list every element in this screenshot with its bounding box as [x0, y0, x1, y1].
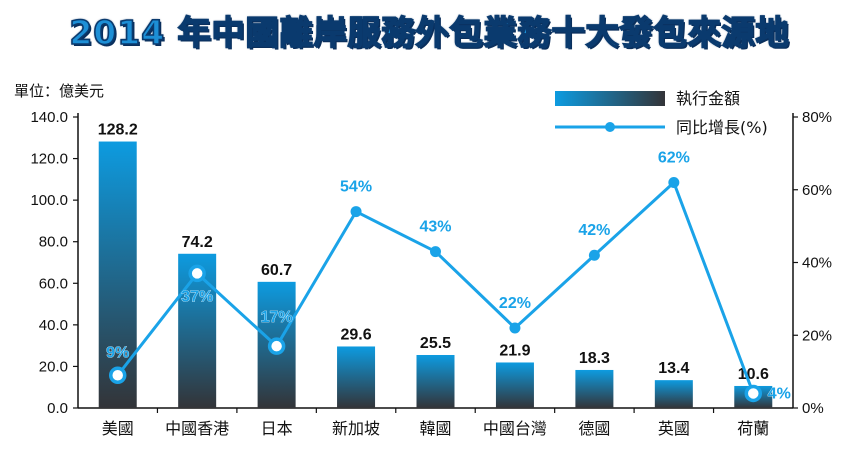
- axes-group: 0.0 20.0 40.0 60.0 80.0 100.0 120.0 140.0 0% 20% 4…: [30, 109, 832, 438]
- x-tick-label: 荷蘭: [737, 419, 769, 438]
- legend-bar-label: 執行金額: [676, 89, 740, 108]
- growth-label: 54%: [340, 179, 372, 196]
- growth-point: [267, 337, 286, 355]
- y-tick-label-left: 40.0: [39, 317, 68, 334]
- legend-line-label: 同比增長(%): [676, 118, 768, 137]
- bar: [98, 141, 137, 408]
- bar: [495, 362, 534, 408]
- y-tick-label-right: 60%: [802, 182, 832, 199]
- bar: [654, 380, 693, 408]
- growth-point: [108, 366, 127, 385]
- bar: [416, 354, 455, 408]
- growth-point: [350, 206, 362, 218]
- y-tick-label-left: 120.0: [30, 151, 68, 168]
- x-tick-label: 新加坡: [332, 419, 380, 438]
- growth-point: [588, 249, 600, 261]
- chart-title: 2014 年中國離岸服務外包業務十大發包來源地: [69, 12, 790, 53]
- growth-label: 62%: [658, 149, 690, 166]
- growth-point: [188, 264, 206, 283]
- y-tick-label-left: 140.0: [30, 109, 68, 126]
- y-tick-label-left: 0.0: [47, 400, 68, 417]
- x-tick-label: 日本: [261, 419, 293, 438]
- bar-value-label: 60.7: [261, 262, 292, 279]
- x-tick-label: 英國: [658, 419, 690, 438]
- y-tick-label-right: 40%: [802, 255, 832, 272]
- legend-bar-swatch: [555, 91, 665, 106]
- growth-label: 4%: [768, 385, 791, 402]
- bar-labels-group: 128.274.260.729.625.5 21.9 18.313.4 10.6: [98, 122, 769, 383]
- bar-value-label: 18.3: [579, 350, 610, 367]
- growth-point: [744, 384, 763, 403]
- bar-value-label: 21.9: [499, 342, 530, 359]
- x-tick-label: 中國香港: [165, 419, 229, 438]
- bar: [337, 346, 376, 408]
- y-tick-label-left: 80.0: [39, 234, 68, 251]
- growth-point: [668, 176, 680, 188]
- bar-value-label: 74.2: [182, 234, 213, 251]
- bar-value-label: 29.6: [340, 326, 371, 343]
- growth-label: 9%: [106, 344, 129, 361]
- growth-point: [430, 246, 441, 258]
- y-tick-label-right: 0%: [802, 400, 824, 417]
- x-tick-label: 中國台灣: [483, 419, 547, 438]
- x-tick-label: 美國: [102, 419, 134, 438]
- y-tick-label-left: 60.0: [39, 275, 68, 292]
- x-tick-label: 德國: [578, 419, 610, 438]
- legend-line-marker: [605, 122, 615, 132]
- bars-group: [98, 141, 773, 408]
- growth-label: 37%: [181, 288, 213, 305]
- y-tick-label-left: 100.0: [30, 192, 68, 209]
- growth-point: [509, 322, 521, 334]
- bar: [575, 369, 614, 408]
- x-tick-label: 韓國: [419, 419, 451, 438]
- bar-value-label: 25.5: [420, 335, 451, 352]
- y-tick-label-right: 80%: [802, 109, 832, 126]
- growth-label: 17%: [261, 309, 293, 326]
- y-tick-label-right: 20%: [802, 327, 832, 344]
- bar-value-label: 128.2: [98, 122, 138, 139]
- growth-label: 42%: [578, 222, 610, 239]
- growth-label: 43%: [419, 219, 451, 236]
- bar-value-label: 13.4: [658, 360, 689, 377]
- unit-label: 單位：億美元: [14, 83, 105, 100]
- y-tick-label-left: 20.0: [39, 358, 68, 375]
- growth-label: 22%: [499, 295, 531, 312]
- growth-line-group: 9% 37% 17% 54% 43% 22% 42% 62% 4%: [106, 149, 791, 403]
